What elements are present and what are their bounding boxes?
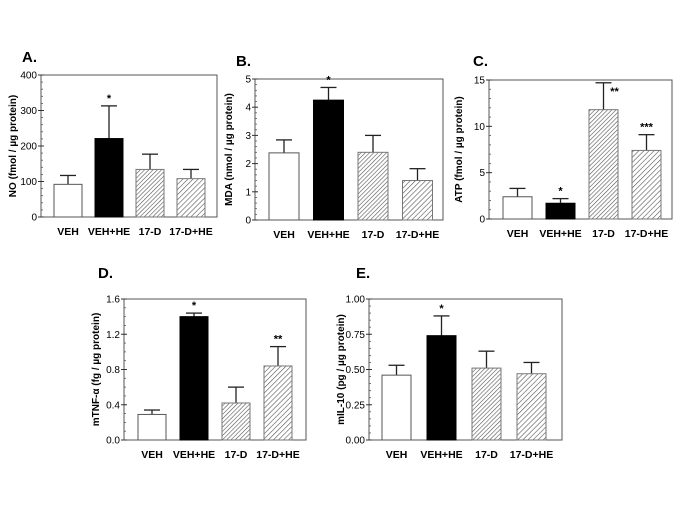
significance-marker: ** [274,334,283,346]
x-category-label: 17-D+HE [510,449,553,461]
y-axis-title: mIL-10 (pg / µg protein) [336,314,347,425]
x-category-label: VEH [57,226,79,238]
x-category-label: 17-D [139,226,162,238]
panel-c: C. 0 5 10 15 ATP (fmol / µg protein) VEH * VEH+H… [454,53,673,240]
bar-veh [381,374,412,441]
significance-marker: *** [640,122,654,134]
y-tick-label: 200 [20,142,37,153]
plot-frame [488,79,673,220]
bar-17-d-plus-he [176,178,206,218]
x-category-label: VEH [273,229,295,241]
y-axis-title: MDA (nmol / µg protein) [224,93,235,206]
x-category-label: 17-D+HE [256,449,299,461]
significance-marker: * [326,74,331,86]
significance-marker: * [558,186,563,198]
y-tick-label: 0.4 [106,400,120,411]
y-tick-label: 1 [245,187,251,198]
significance-marker: ** [610,86,619,98]
panel-label: E. [356,265,370,282]
bar-veh-plus-he [545,202,576,220]
x-category-label: 17-D [362,229,385,241]
y-tick-label: 5 [245,75,251,86]
bar-17-d [471,367,502,441]
plot-frame [254,78,444,221]
y-tick-label: 1.6 [106,295,120,306]
bar-17-d-plus-he [516,373,547,441]
y-tick-label: 0.8 [106,365,120,376]
significance-marker: * [107,93,112,105]
y-tick-label: 2 [245,159,251,170]
bar-17-d [588,109,619,220]
y-tick-label: 0.25 [346,400,366,411]
y-tick-label: 0.75 [346,330,366,341]
bar-veh-plus-he [426,335,457,441]
y-tick-label: 100 [20,177,37,188]
y-tick-label: 10 [474,122,486,133]
significance-marker: * [192,300,197,312]
x-category-label: 17-D+HE [396,229,439,241]
bar-17-d-plus-he [263,365,293,441]
bar-veh-plus-he [94,138,124,218]
panel-d: D. 0.0 0.4 0.8 1.2 1.6 mTNF-α (fg / µg protein… [91,265,307,461]
x-category-label: 17-D+HE [625,228,668,240]
panel-e: E. 0.00 0.25 0.50 0.75 1.00 mIL-10 (pg / µg pr… [336,265,563,461]
x-category-label: VEH+HE [539,228,581,240]
x-category-label: VEH [386,449,408,461]
x-category-label: 17-D+HE [169,226,212,238]
y-axis-title: ATP (fmol / µg protein) [454,96,465,203]
bar-veh [502,196,533,220]
y-tick-label: 1.00 [346,295,366,306]
bar-veh [268,152,300,221]
x-category-label: VEH+HE [88,226,130,238]
x-category-label: VEH+HE [307,229,349,241]
panel-b: B. 0 1 2 3 4 5 MDA (nmol / µg protein) VEH * VEH+H… [224,53,444,241]
x-category-label: 17-D [592,228,615,240]
y-tick-label: 0 [245,216,251,227]
panel-label: C. [473,53,488,70]
x-category-label: VEH [141,449,163,461]
panel-a: A. 0 100 200 300 400 NO (fmol / µg protein) VEH… [8,49,218,238]
panel-label: B. [236,53,251,70]
y-tick-label: 0 [479,215,485,226]
y-axis-title: NO (fmol / µg protein) [8,95,19,197]
y-tick-label: 4 [245,103,251,114]
y-tick-label: 300 [20,106,37,117]
significance-marker: * [439,303,444,315]
panel-label: A. [22,49,37,66]
bar-17-d [357,151,389,221]
y-axis-title: mTNF-α (fg / µg protein) [91,313,102,427]
y-tick-label: 0 [31,213,37,224]
x-category-label: 17-D [225,449,248,461]
bar-veh [137,413,167,441]
y-tick-label: 1.2 [106,330,120,341]
x-category-label: VEH+HE [173,449,215,461]
y-tick-label: 0.00 [346,436,366,447]
x-category-label: VEH [507,228,529,240]
x-category-label: 17-D [475,449,498,461]
bar-17-d-plus-he [402,180,433,221]
y-tick-label: 0.50 [346,365,366,376]
x-category-label: VEH+HE [420,449,462,461]
bar-17-d-plus-he [631,149,662,220]
y-tick-label: 3 [245,131,251,142]
bar-17-d [221,402,251,441]
y-tick-label: 400 [20,71,37,82]
bar-veh [53,183,83,218]
y-tick-label: 0.0 [106,436,120,447]
bar-veh-plus-he [313,99,344,221]
bar-veh-plus-he [179,316,209,441]
y-tick-label: 5 [479,168,485,179]
bar-17-d [135,168,165,218]
panel-label: D. [98,265,113,282]
y-tick-label: 15 [474,76,486,87]
